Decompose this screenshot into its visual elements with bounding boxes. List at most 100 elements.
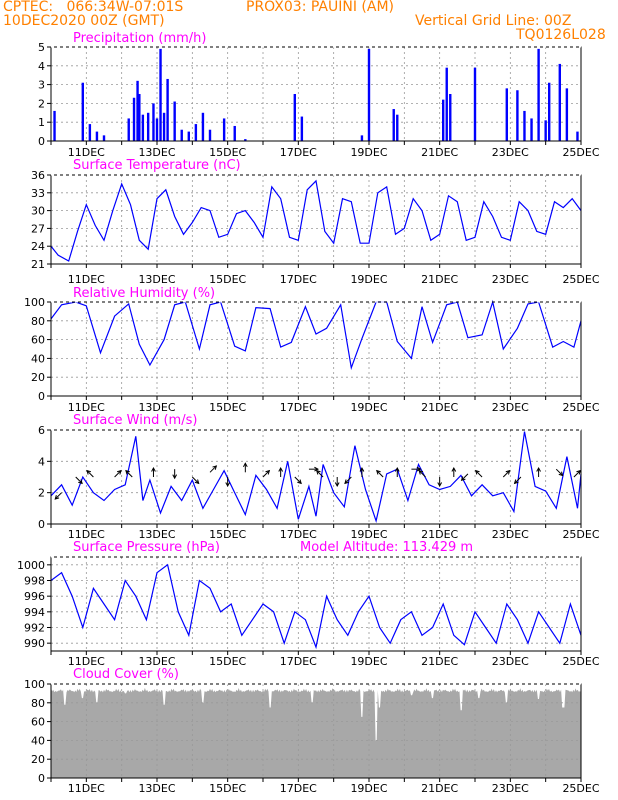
x-tick-label: 11DEC	[68, 273, 105, 286]
wind-arrow-head	[437, 482, 443, 488]
x-tick-label: 19DEC	[350, 401, 387, 414]
x-tick-label: 23DEC	[492, 655, 529, 668]
x-tick-label: 21DEC	[421, 146, 458, 159]
wind-arrow	[125, 470, 133, 478]
x-tick-label: 25DEC	[562, 146, 599, 159]
precip-bar	[530, 118, 533, 141]
grid-line-note: Vertical Grid Line: 00Z	[415, 13, 572, 29]
precip-bar	[233, 125, 236, 141]
cloud-cover-area	[51, 687, 581, 778]
wind-arrow	[475, 470, 483, 478]
wind-arrow-head	[359, 466, 365, 472]
panel-title: Surface Pressure (hPa)	[73, 540, 220, 555]
y-tick-label: 0	[38, 390, 45, 403]
x-tick-label: 11DEC	[68, 782, 105, 795]
precip-bar	[367, 48, 371, 141]
panel-frame	[50, 174, 582, 265]
y-tick-label: 3	[38, 79, 45, 92]
y-tick-label: 0	[38, 135, 45, 148]
panel-title: Precipitation (mm/h)	[73, 31, 206, 46]
wind-arrow-head	[416, 466, 422, 472]
panel-frame	[50, 429, 582, 525]
precip-bar	[162, 112, 166, 141]
x-tick-label: 13DEC	[138, 782, 175, 795]
precip-bar	[159, 48, 162, 141]
wind-arrow	[54, 492, 62, 500]
x-tick-label: 15DEC	[209, 655, 246, 668]
x-tick-label: 23DEC	[492, 401, 529, 414]
x-tick-label: 17DEC	[280, 782, 317, 795]
wind-arrow-head	[558, 471, 564, 477]
wind-arrow	[86, 470, 94, 478]
panel-title: Surface Wind (m/s)	[73, 413, 197, 428]
wind-arrow-head	[344, 479, 349, 485]
wind-arrow-head	[474, 469, 480, 475]
x-tick-label: 25DEC	[562, 782, 599, 795]
precip-bar	[392, 109, 395, 141]
wind-arrow	[316, 470, 324, 478]
wind-arrow-head	[315, 469, 321, 475]
panel-frame	[50, 301, 582, 397]
wind-arrow-head	[278, 466, 284, 472]
wind-arrow	[514, 476, 522, 484]
wind-arrow-head	[265, 469, 271, 475]
precip-bar	[53, 110, 56, 141]
precip-bar	[166, 78, 169, 141]
x-tick-label: 17DEC	[280, 655, 317, 668]
x-tick-label: 13DEC	[138, 146, 175, 159]
wind-arrow-head	[86, 469, 92, 475]
wind-arrow	[418, 470, 426, 478]
x-tick-label: 15DEC	[209, 401, 246, 414]
precip-bar	[136, 80, 139, 141]
panel-0	[47, 46, 582, 145]
y-tick-label: 2	[38, 487, 45, 500]
panel-title: Surface Temperature (nC)	[73, 158, 241, 173]
wind-arrow-head	[394, 466, 400, 472]
wind-arrow-head	[225, 482, 231, 488]
precip-bar	[88, 124, 92, 141]
y-tick-label: 5	[38, 41, 45, 54]
precip-bar	[442, 99, 445, 141]
precip-bar	[544, 120, 547, 141]
x-tick-label: 17DEC	[280, 401, 317, 414]
y-tick-label: 0	[38, 518, 45, 531]
panel-frame	[50, 556, 582, 652]
x-tick-label: 15DEC	[209, 273, 246, 286]
precip-bar	[194, 124, 198, 141]
panel-frame	[50, 46, 582, 142]
y-tick-label: 2	[38, 97, 45, 110]
wind-arrow-head	[536, 466, 541, 472]
y-tick-label: 20	[31, 753, 45, 766]
panel-annotation: Model Altitude: 113.429 m	[300, 540, 473, 555]
precip-bar	[201, 112, 205, 141]
x-tick-label: 25DEC	[562, 655, 599, 668]
wind-arrow-head	[460, 476, 466, 481]
y-tick-label: 40	[31, 734, 45, 747]
precip-bar	[146, 112, 150, 141]
y-tick-label: 60	[31, 334, 45, 347]
x-tick-label: 23DEC	[492, 273, 529, 286]
run-datetime: 10DEC2020 00Z (GMT)	[3, 13, 165, 29]
wind-arrow	[209, 465, 217, 473]
precip-bar	[187, 131, 190, 141]
wind-arrow	[294, 476, 302, 484]
x-tick-label: 21DEC	[421, 782, 458, 795]
x-tick-label: 19DEC	[350, 273, 387, 286]
precip-bar	[155, 118, 159, 141]
wind-arrow-head	[297, 479, 302, 485]
precip-bar	[173, 101, 176, 141]
x-tick-label: 21DEC	[421, 655, 458, 668]
wind-arrow	[502, 470, 510, 478]
x-tick-label: 23DEC	[492, 528, 529, 541]
precip-bar	[244, 139, 247, 141]
x-tick-label: 19DEC	[350, 782, 387, 795]
precip-bar	[132, 97, 136, 141]
wind-arrow	[75, 476, 83, 484]
x-tick-label: 19DEC	[350, 655, 387, 668]
model-id: TQ0126L028	[516, 27, 606, 43]
wind-arrow	[573, 470, 581, 478]
x-tick-label: 21DEC	[421, 528, 458, 541]
precip-bar	[445, 67, 448, 141]
y-tick-label: 27	[31, 222, 45, 235]
